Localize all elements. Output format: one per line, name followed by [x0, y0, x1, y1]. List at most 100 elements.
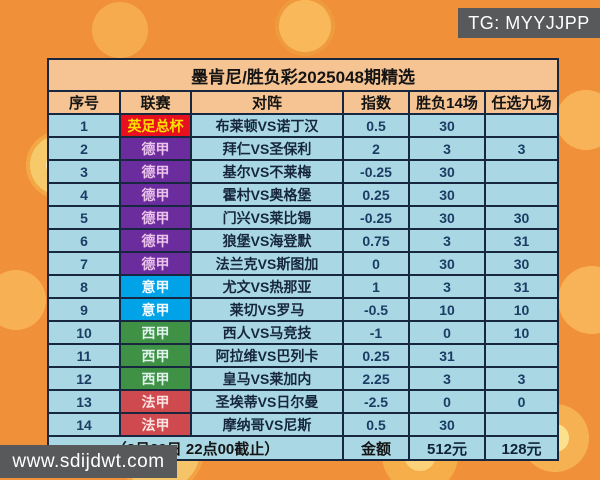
cell-league: 西甲 — [119, 343, 192, 368]
table-row: 10 西甲 西人VS马竞技 -1 0 10 — [47, 320, 560, 345]
cell-sf14: 30 — [408, 412, 486, 437]
cell-no: 5 — [47, 205, 121, 230]
cell-rx9: 0 — [483, 389, 560, 414]
table-row: 2 德甲 拜仁VS圣保利 2 3 3 — [47, 136, 560, 161]
cell-league: 德甲 — [119, 159, 192, 184]
cell-index: 0.5 — [342, 412, 410, 437]
table-row: 9 意甲 莱切VS罗马 -0.5 10 10 — [47, 297, 560, 322]
cell-match: 皇马VS莱加内 — [190, 366, 344, 391]
cell-match: 狼堡VS海登默 — [190, 228, 344, 253]
cell-sf14: 31 — [408, 343, 486, 368]
cell-match: 法兰克VS斯图加 — [190, 251, 344, 276]
col-header-rx9: 任选九场 — [483, 90, 560, 115]
cell-no: 9 — [47, 297, 121, 322]
col-header-no: 序号 — [47, 90, 121, 115]
cell-no: 8 — [47, 274, 121, 299]
cell-no: 10 — [47, 320, 121, 345]
cell-index: 2.25 — [342, 366, 410, 391]
table-row: 1 英足总杯 布莱顿VS诺丁汉 0.5 30 — [47, 113, 560, 138]
cell-league: 英足总杯 — [119, 113, 192, 138]
cell-no: 7 — [47, 251, 121, 276]
table-row: 11 西甲 阿拉维VS巴列卡 0.25 31 — [47, 343, 560, 368]
col-header-match: 对阵 — [190, 90, 344, 115]
cell-index: 0.25 — [342, 343, 410, 368]
cell-sf14: 10 — [408, 297, 486, 322]
footer-amount-label: 金额 — [342, 435, 410, 461]
cell-match: 门兴VS莱比锡 — [190, 205, 344, 230]
cell-no: 13 — [47, 389, 121, 414]
table-title: 墨肯尼/胜负彩2025048期精选 — [46, 58, 560, 92]
cell-rx9 — [483, 113, 560, 138]
table-row: 8 意甲 尤文VS热那亚 1 3 31 — [47, 274, 560, 299]
cell-rx9: 10 — [483, 297, 560, 322]
col-header-league: 联赛 — [119, 90, 192, 115]
cell-rx9: 10 — [483, 320, 560, 345]
cell-no: 4 — [47, 182, 121, 207]
cell-match: 尤文VS热那亚 — [190, 274, 344, 299]
col-header-index: 指数 — [342, 90, 410, 115]
table-row: 4 德甲 霍村VS奥格堡 0.25 30 — [47, 182, 560, 207]
cell-rx9: 30 — [483, 251, 560, 276]
website-label: www.sdijdwt.com — [12, 450, 165, 472]
cell-league: 意甲 — [119, 274, 192, 299]
cell-no: 1 — [47, 113, 121, 138]
cell-match: 圣埃蒂VS日尔曼 — [190, 389, 344, 414]
table-row: 6 德甲 狼堡VS海登默 0.75 3 31 — [47, 228, 560, 253]
cell-index: -0.25 — [342, 205, 410, 230]
cell-index: 0.5 — [342, 113, 410, 138]
footer-sf14-amount: 512元 — [408, 435, 486, 461]
cell-sf14: 30 — [408, 159, 486, 184]
website-watermark: www.sdijdwt.com — [0, 445, 177, 478]
tg-contact-label: TG: MYYJJPP — [468, 12, 590, 33]
cell-rx9: 3 — [483, 366, 560, 391]
footer-rx9-amount: 128元 — [483, 435, 560, 461]
cell-league: 西甲 — [119, 320, 192, 345]
cell-match: 西人VS马竞技 — [190, 320, 344, 345]
cell-index: 1 — [342, 274, 410, 299]
table-row: 12 西甲 皇马VS莱加内 2.25 3 3 — [47, 366, 560, 391]
table-row: 5 德甲 门兴VS莱比锡 -0.25 30 30 — [47, 205, 560, 230]
tg-contact-badge: TG: MYYJJPP — [458, 8, 600, 38]
cell-index: -2.5 — [342, 389, 410, 414]
cell-index: 0 — [342, 251, 410, 276]
col-header-sf14: 胜负14场 — [408, 90, 486, 115]
cell-sf14: 3 — [408, 228, 486, 253]
picks-table: 墨肯尼/胜负彩2025048期精选 序号 联赛 对阵 指数 胜负14场 任选九场… — [46, 58, 560, 461]
table-row: 14 法甲 摩纳哥VS尼斯 0.5 30 — [47, 412, 560, 437]
cell-sf14: 3 — [408, 136, 486, 161]
header-row: 序号 联赛 对阵 指数 胜负14场 任选九场 — [47, 90, 560, 115]
cell-no: 14 — [47, 412, 121, 437]
cell-league: 德甲 — [119, 228, 192, 253]
cell-sf14: 30 — [408, 205, 486, 230]
cell-sf14: 30 — [408, 113, 486, 138]
cell-no: 2 — [47, 136, 121, 161]
cell-league: 意甲 — [119, 297, 192, 322]
table-row: 13 法甲 圣埃蒂VS日尔曼 -2.5 0 0 — [47, 389, 560, 414]
cell-league: 法甲 — [119, 412, 192, 437]
cell-sf14: 30 — [408, 251, 486, 276]
cell-index: 2 — [342, 136, 410, 161]
cell-sf14: 0 — [408, 389, 486, 414]
title-row: 墨肯尼/胜负彩2025048期精选 — [46, 58, 560, 92]
cell-sf14: 3 — [408, 366, 486, 391]
cell-league: 德甲 — [119, 182, 192, 207]
cell-league: 法甲 — [119, 389, 192, 414]
cell-index: -0.25 — [342, 159, 410, 184]
table-row: 7 德甲 法兰克VS斯图加 0 30 30 — [47, 251, 560, 276]
cell-rx9: 31 — [483, 228, 560, 253]
cell-sf14: 3 — [408, 274, 486, 299]
cell-match: 阿拉维VS巴列卡 — [190, 343, 344, 368]
cell-rx9 — [483, 182, 560, 207]
cell-rx9 — [483, 343, 560, 368]
cell-league: 西甲 — [119, 366, 192, 391]
cell-sf14: 30 — [408, 182, 486, 207]
cell-match: 莱切VS罗马 — [190, 297, 344, 322]
cell-no: 11 — [47, 343, 121, 368]
cell-league: 德甲 — [119, 251, 192, 276]
cell-match: 拜仁VS圣保利 — [190, 136, 344, 161]
cell-match: 布莱顿VS诺丁汉 — [190, 113, 344, 138]
cell-rx9 — [483, 159, 560, 184]
cell-match: 基尔VS不莱梅 — [190, 159, 344, 184]
cell-match: 霍村VS奥格堡 — [190, 182, 344, 207]
